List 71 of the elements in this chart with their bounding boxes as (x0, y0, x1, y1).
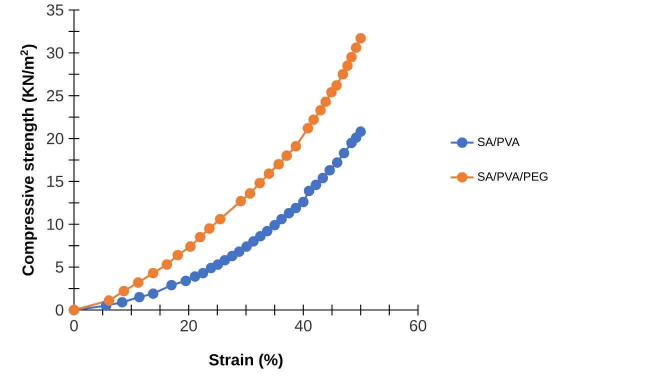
point (148, 268, 158, 278)
point (276, 214, 287, 224)
point (180, 276, 192, 286)
point (355, 33, 366, 44)
point (284, 208, 294, 218)
point (338, 69, 348, 80)
point (248, 236, 259, 247)
point (241, 241, 252, 252)
point (212, 259, 224, 270)
point (190, 271, 200, 282)
point (298, 196, 309, 208)
point (204, 223, 215, 234)
point (104, 295, 114, 306)
point (315, 105, 326, 116)
y-tick-label: 35 (46, 4, 64, 16)
y-axis-title: Compressive strength (KN/m$^{2}$) (20, 44, 38, 276)
point (214, 214, 226, 224)
point (338, 148, 350, 158)
point (132, 277, 144, 288)
point (118, 286, 130, 296)
point (236, 196, 246, 206)
point (244, 188, 256, 199)
point (134, 292, 145, 302)
point (262, 226, 272, 236)
x-tick-label: 40 (294, 320, 312, 332)
point (326, 87, 337, 98)
point (185, 241, 196, 252)
point (234, 246, 244, 257)
legend-label: SA/PVA/PEG (478, 172, 548, 181)
point (116, 297, 128, 308)
y-tick-label: 10 (47, 218, 64, 230)
point (308, 114, 319, 125)
point (304, 186, 314, 196)
x-tick-label: 20 (180, 320, 197, 332)
point (273, 159, 284, 170)
point (194, 232, 206, 242)
x-tick-label: 60 (410, 320, 426, 332)
point (172, 250, 184, 260)
point (350, 42, 362, 53)
y-tick-label: 30 (46, 47, 64, 59)
point (320, 96, 331, 107)
y-tick-label: 20 (46, 132, 64, 144)
point (269, 220, 280, 230)
x-tick-label: 0 (70, 320, 78, 332)
y-tick-label: 0 (56, 304, 64, 316)
point (310, 180, 322, 190)
point (302, 123, 314, 134)
y-tick-label: 5 (56, 262, 64, 273)
point (355, 126, 366, 137)
point (290, 202, 302, 214)
point (220, 255, 230, 266)
point (346, 52, 357, 62)
point (264, 168, 274, 179)
point (148, 288, 158, 299)
point (342, 60, 353, 71)
point (226, 250, 238, 262)
x-axis-title: Strain (%) (209, 354, 283, 369)
point (162, 259, 172, 270)
point (331, 80, 342, 91)
y-tick-label: 25 (46, 90, 64, 102)
point (198, 268, 208, 278)
y-tick-label: 15 (47, 176, 64, 187)
legend-label: SA/PVA (478, 137, 520, 146)
point (332, 157, 342, 168)
point (255, 231, 266, 242)
point (254, 178, 266, 188)
point (166, 280, 177, 290)
point (324, 165, 335, 176)
point (318, 172, 328, 184)
point (281, 150, 292, 161)
point (290, 141, 302, 152)
